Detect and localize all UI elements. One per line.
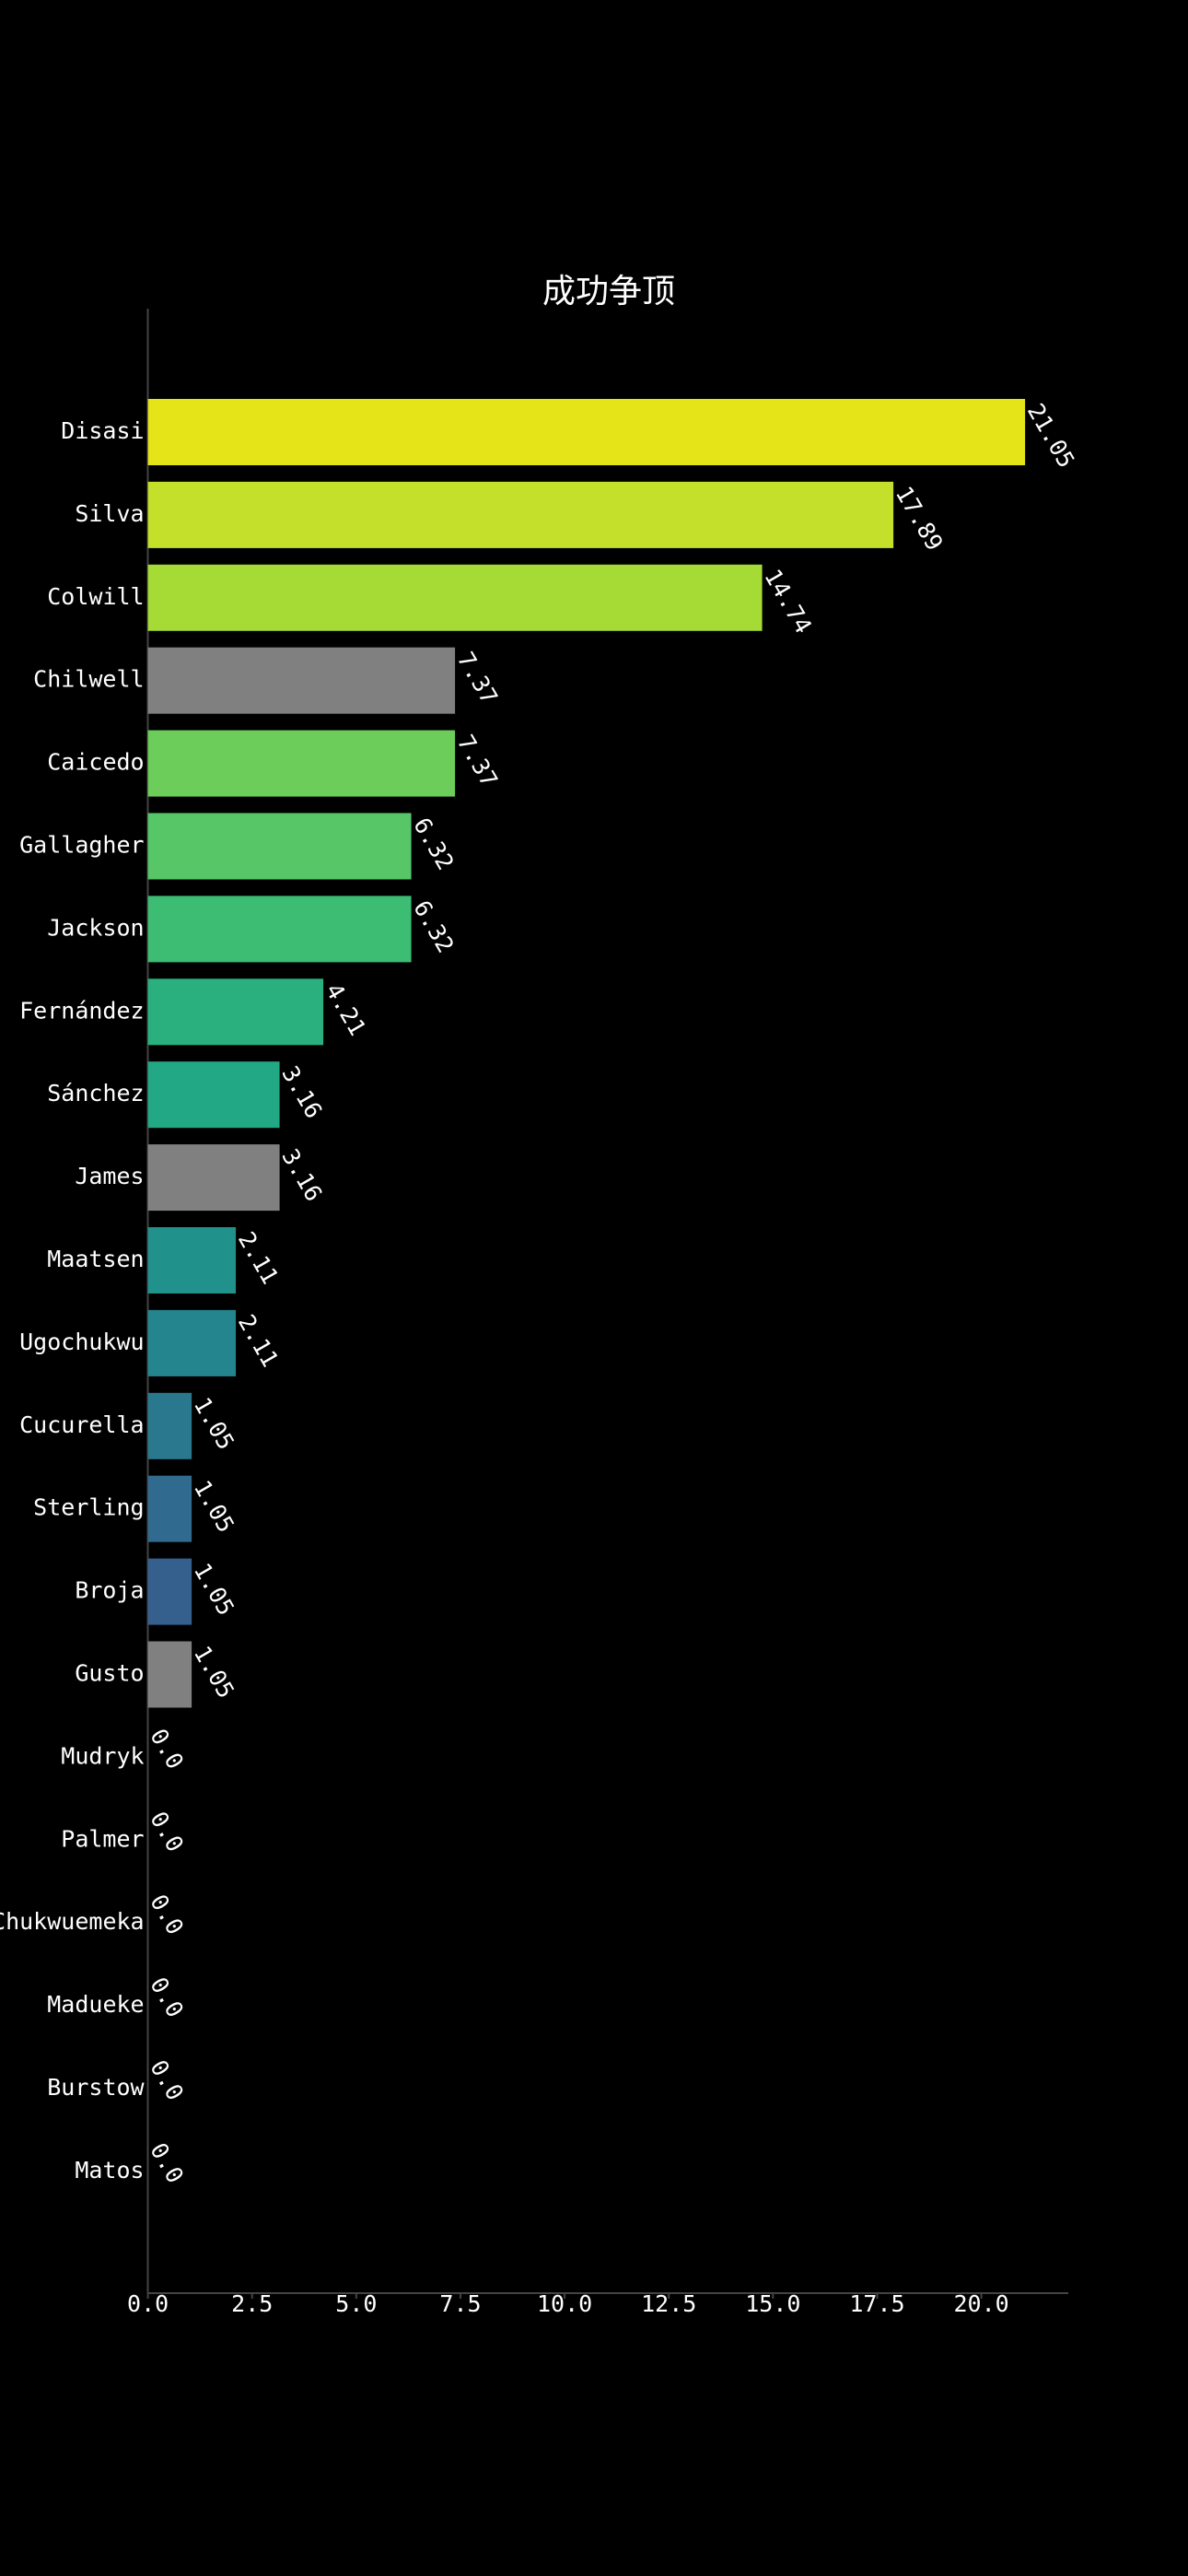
y-tick-label: Silva (75, 500, 144, 527)
bar (147, 481, 894, 548)
bar (147, 1144, 280, 1212)
y-tick-label: Caicedo (47, 749, 144, 776)
bar (147, 813, 412, 880)
y-tick-label: Palmer (61, 1825, 144, 1852)
bar (147, 1309, 237, 1376)
y-tick-label: Chilwell (33, 666, 144, 693)
y-tick-label: Gusto (75, 1660, 144, 1687)
x-tick-label: 15.0 (745, 2290, 800, 2317)
bar (147, 1475, 192, 1542)
y-tick-label: Disasi (61, 417, 144, 444)
bar (147, 647, 456, 714)
x-tick-label: 20.0 (953, 2290, 1008, 2317)
y-tick-label: Colwill (47, 583, 144, 610)
bar (147, 1641, 192, 1708)
y-tick-label: Cucurella (19, 1411, 144, 1438)
y-tick-label: Jackson (47, 914, 144, 941)
y-tick-label: Broja (75, 1577, 144, 1604)
x-tick-label: 2.5 (231, 2290, 273, 2317)
bar (147, 564, 763, 631)
bar (147, 399, 1026, 465)
y-tick-label: Mudryk (61, 1742, 144, 1769)
y-tick-label: Sterling (33, 1494, 144, 1521)
y-tick-label: Maatsen (47, 1246, 144, 1272)
y-tick-label: Burstow (47, 2074, 145, 2101)
bar (147, 978, 324, 1046)
bar (147, 1227, 237, 1294)
y-tick-label: Fernández (19, 997, 144, 1024)
x-tick-label: 12.5 (641, 2290, 696, 2317)
y-tick-label: Gallagher (19, 832, 144, 859)
x-tick-label: 0.0 (127, 2290, 169, 2317)
y-tick-label: Ugochukwu (19, 1329, 144, 1355)
y-tick-label: Sánchez (47, 1080, 144, 1107)
bar (147, 896, 412, 963)
y-tick-label: Chukwuemeka (0, 1908, 145, 1935)
x-tick-label: 17.5 (849, 2290, 904, 2317)
x-tick-label: 10.0 (537, 2290, 592, 2317)
bar (147, 1392, 192, 1459)
bar (147, 730, 456, 797)
y-tick-label: Madueke (47, 1991, 144, 2018)
x-tick-label: 5.0 (335, 2290, 377, 2317)
chart-title: 成功争顶 (542, 273, 675, 310)
y-tick-label: James (75, 1163, 144, 1189)
bar (147, 1061, 280, 1129)
y-tick-label: Matos (75, 2157, 144, 2184)
x-tick-label: 7.5 (439, 2290, 481, 2317)
bar (147, 1558, 192, 1625)
